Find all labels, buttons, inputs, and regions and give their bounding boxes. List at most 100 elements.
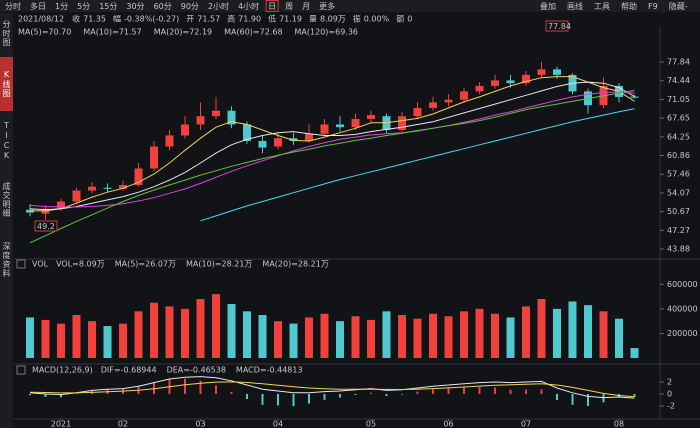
toolbar-button[interactable]: 60分 bbox=[154, 2, 172, 11]
y-tick-label: 50.67 bbox=[667, 207, 690, 216]
toolbar-button[interactable]: 隐藏- bbox=[669, 1, 688, 11]
volume-bar bbox=[181, 308, 189, 358]
candle-body bbox=[57, 201, 65, 209]
candle-body bbox=[630, 96, 639, 98]
quote-value: 71.57 bbox=[197, 15, 220, 24]
candle-body bbox=[398, 116, 406, 130]
toolbar-button[interactable]: 日 bbox=[268, 2, 276, 11]
side-tab[interactable]: 深度资料 bbox=[2, 242, 11, 278]
toolbar-button[interactable]: 4小时 bbox=[238, 1, 259, 11]
volume-bar bbox=[553, 308, 561, 358]
macd-bar bbox=[385, 394, 388, 396]
help-icon[interactable] bbox=[16, 365, 26, 375]
macd-bar bbox=[199, 380, 202, 394]
volume-bar bbox=[134, 311, 143, 358]
quote-value: 8.09万 bbox=[320, 15, 346, 24]
x-tick-label: 03 bbox=[195, 420, 205, 428]
side-tab[interactable]: K线图 bbox=[0, 57, 13, 111]
candle-body bbox=[165, 135, 174, 147]
macd-bar bbox=[308, 394, 310, 404]
legend-entry: MA(10)=71.57 bbox=[83, 28, 141, 37]
legend-entry: MA(5)=26.07万 bbox=[115, 260, 176, 269]
volume-bar bbox=[243, 311, 251, 358]
candle-body bbox=[506, 80, 515, 84]
legend-entry: MACD=-0.44813 bbox=[236, 366, 303, 375]
legend-entry: MA(60)=72.68 bbox=[224, 28, 282, 37]
toolbar-button[interactable]: 1分 bbox=[55, 2, 68, 11]
ma-line bbox=[30, 76, 635, 212]
ma-line bbox=[29, 91, 635, 208]
y-tick-label: 64.25 bbox=[667, 132, 690, 141]
volume-bar bbox=[398, 315, 406, 358]
volume-bar bbox=[351, 316, 360, 358]
macd-bar bbox=[60, 394, 62, 398]
toolbar-button[interactable]: 工具 bbox=[594, 2, 610, 11]
candle-body bbox=[72, 190, 81, 202]
ma-line bbox=[29, 89, 635, 244]
toolbar-button[interactable]: 2小时 bbox=[208, 1, 229, 11]
quote-value: 71.35 bbox=[83, 15, 106, 24]
y-tick-label: 54.07 bbox=[667, 188, 690, 197]
macd-bar bbox=[29, 394, 31, 396]
legend-entry: DIF=-0.68944 bbox=[101, 366, 157, 375]
legend-entry: MA(20)=72.19 bbox=[154, 28, 212, 37]
candle-body bbox=[429, 102, 437, 108]
macd-bar bbox=[44, 394, 47, 397]
ma-line bbox=[29, 81, 635, 211]
macd-bar bbox=[432, 389, 434, 394]
quote-label: 收 bbox=[72, 14, 80, 24]
quote-label: 额 bbox=[396, 14, 404, 24]
toolbar-button[interactable]: 15分 bbox=[99, 2, 117, 11]
volume-bar bbox=[150, 302, 158, 358]
volume-bar bbox=[258, 315, 267, 358]
macd-bar bbox=[540, 389, 543, 394]
volume-bar bbox=[460, 311, 468, 358]
quote-label: 开 bbox=[186, 15, 194, 24]
candle-body bbox=[227, 110, 236, 125]
volume-bar bbox=[119, 323, 127, 358]
macd-bar bbox=[587, 394, 589, 406]
toolbar-button[interactable]: 更多 bbox=[319, 1, 335, 11]
volume-bar bbox=[615, 318, 623, 358]
candle-body bbox=[305, 133, 313, 141]
side-tab[interactable]: 分时图 bbox=[2, 19, 11, 47]
annotation: 77.84 bbox=[548, 22, 571, 31]
quote-label: 量 bbox=[309, 15, 317, 24]
candle-body bbox=[537, 69, 546, 75]
macd-bar bbox=[525, 389, 527, 394]
macd-bar bbox=[215, 385, 217, 394]
x-tick-label: 05 bbox=[366, 420, 376, 428]
quote-value: 0 bbox=[407, 15, 412, 24]
candle-body bbox=[460, 91, 468, 100]
toolbar-button[interactable]: 5分 bbox=[77, 2, 90, 11]
candle-body bbox=[336, 124, 344, 128]
y-tick-label: 2 bbox=[667, 378, 672, 387]
volume-bar bbox=[475, 308, 484, 358]
help-icon[interactable] bbox=[16, 259, 26, 269]
toolbar-button[interactable]: 分时 bbox=[5, 1, 21, 11]
quote-value: 71.90 bbox=[238, 15, 261, 24]
toolbar-button[interactable]: 90分 bbox=[181, 2, 199, 11]
volume-bar bbox=[522, 306, 530, 358]
y-tick-label: 77.84 bbox=[667, 58, 690, 67]
y-tick-label: 57.46 bbox=[667, 170, 690, 179]
candle-body bbox=[212, 110, 220, 117]
candle-body bbox=[134, 168, 143, 186]
volume-bar bbox=[367, 319, 375, 358]
macd-bar bbox=[494, 387, 496, 394]
toolbar-button[interactable]: 画线 bbox=[567, 1, 583, 11]
toolbar-button[interactable]: F9 bbox=[648, 2, 658, 11]
toolbar-button[interactable]: 月 bbox=[302, 2, 310, 11]
side-tab[interactable]: TICK bbox=[2, 121, 11, 161]
toolbar-button[interactable]: 叠加 bbox=[540, 1, 556, 11]
quote-label: 低 bbox=[268, 14, 276, 24]
volume-bar bbox=[568, 301, 577, 358]
toolbar-button[interactable]: 多日 bbox=[30, 1, 46, 11]
side-tab[interactable]: 成交明细 bbox=[2, 182, 11, 218]
legend-entry: VOL=8.09万 bbox=[56, 260, 105, 269]
toolbar-button[interactable]: 周 bbox=[285, 2, 293, 11]
toolbar-button[interactable]: 帮助 bbox=[621, 1, 637, 11]
candle-body bbox=[367, 115, 375, 119]
volume-bar bbox=[336, 321, 344, 358]
toolbar-button[interactable]: 30分 bbox=[126, 2, 144, 11]
